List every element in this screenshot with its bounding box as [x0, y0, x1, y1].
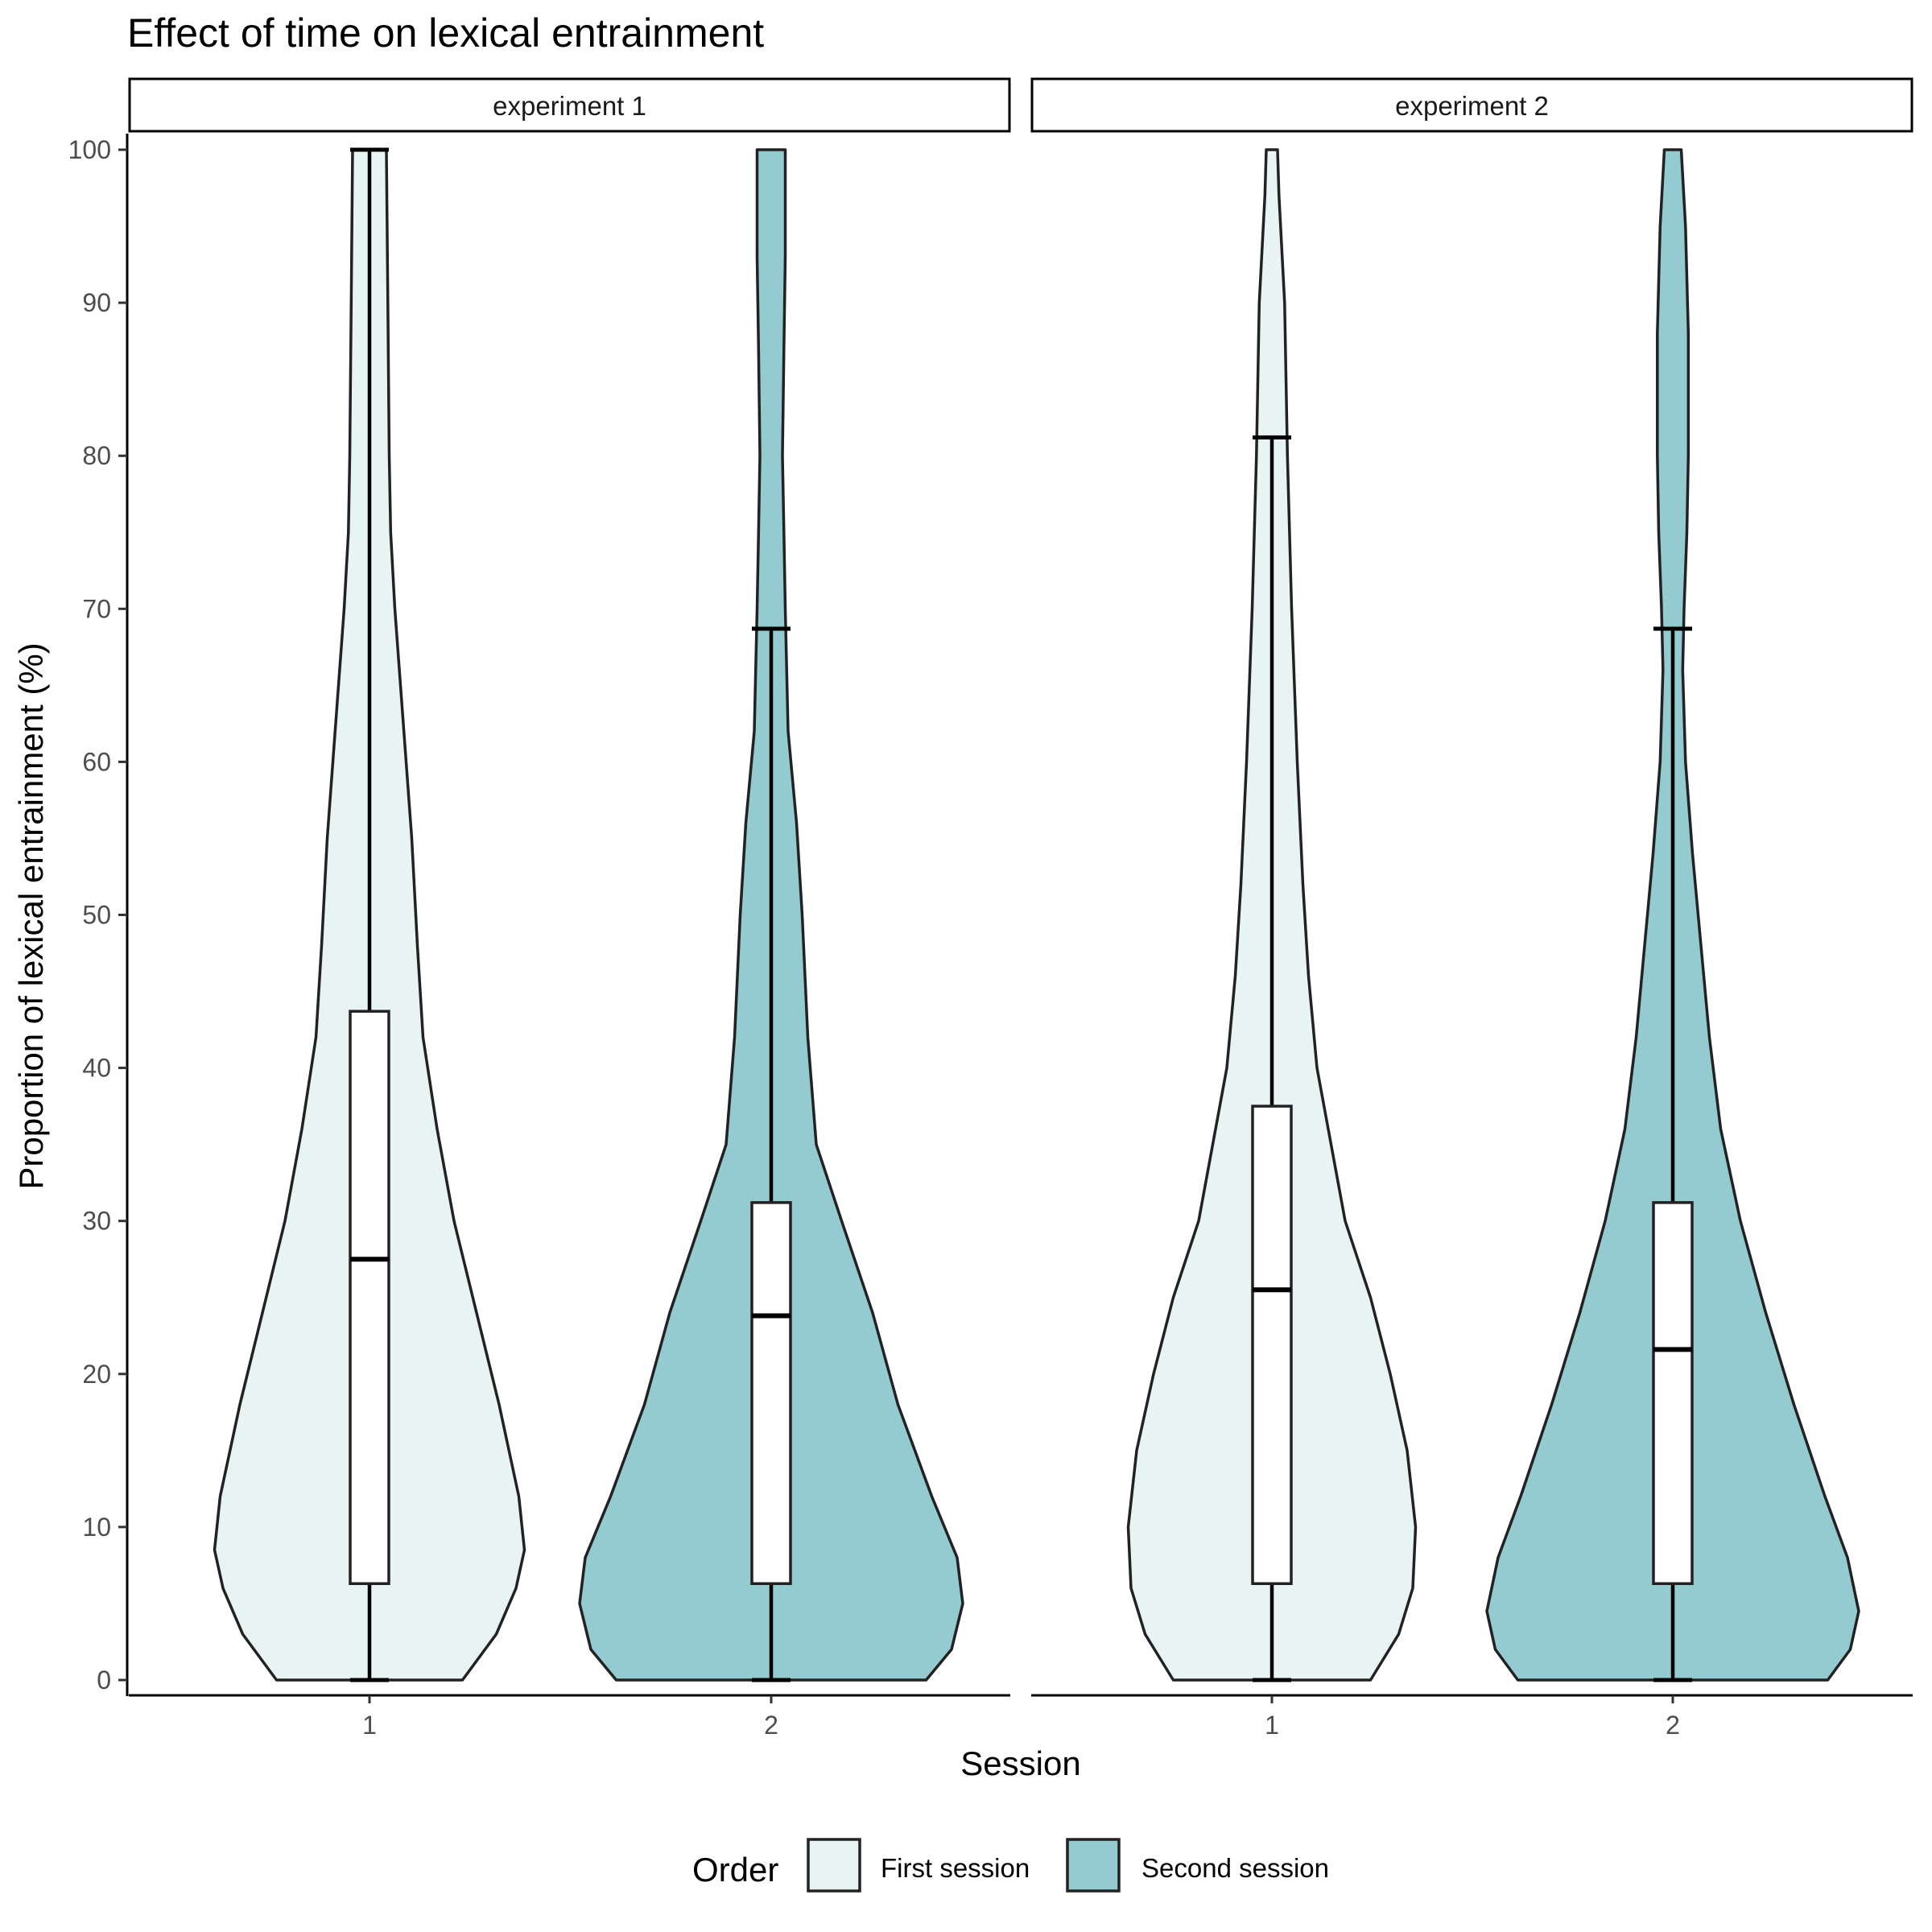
y-axis-title: Proportion of lexical entrainment (%)	[12, 642, 50, 1189]
y-tick-label: 70	[82, 594, 111, 623]
panel-1: experiment 1 1 2	[128, 77, 1011, 1740]
panels-layer: experiment 1 1 2 experiment 2 1 2	[128, 77, 1913, 1740]
violin-group	[213, 147, 526, 1682]
y-tick-label: 10	[82, 1513, 111, 1542]
x-tick-label: 1	[362, 1711, 377, 1740]
x-tick-label: 1	[1265, 1711, 1279, 1740]
y-tick-label: 80	[82, 441, 111, 470]
legend: Order First session Second session	[692, 1838, 1329, 1893]
y-tick-label: 0	[97, 1666, 111, 1695]
y-tick-label: 60	[82, 747, 111, 776]
box-iqr	[1251, 1104, 1293, 1585]
y-tick-label: 30	[82, 1207, 111, 1236]
box-iqr	[1652, 1201, 1694, 1585]
y-tick-label: 40	[82, 1054, 111, 1083]
chart-title: Effect of time on lexical entrainment	[127, 10, 764, 56]
legend-key	[807, 1838, 861, 1893]
y-tick-label: 90	[82, 288, 111, 317]
violin-group	[1126, 148, 1418, 1682]
violin-group	[1485, 148, 1860, 1682]
panel-2: experiment 2 1 2	[1030, 77, 1913, 1740]
x-tick-label: 2	[764, 1711, 778, 1740]
x-tick-label: 2	[1666, 1711, 1680, 1740]
facet-strip	[128, 77, 1011, 133]
legend-entry: Second session	[1066, 1838, 1329, 1893]
box-iqr	[349, 1009, 390, 1585]
facet-strip-label: experiment 1	[493, 91, 646, 121]
y-tick-label: 100	[68, 135, 111, 164]
legend-label: First session	[881, 1853, 1030, 1883]
box-iqr	[750, 1201, 792, 1585]
y-axis: 0 10 20 30 40 50 60 70 80 90 100	[68, 134, 129, 1696]
legend-label: Second session	[1141, 1853, 1329, 1883]
legend-title: Order	[692, 1851, 778, 1889]
legend-key	[1066, 1838, 1121, 1893]
facet-strip	[1030, 77, 1913, 133]
y-tick-label: 20	[82, 1360, 111, 1389]
y-tick-label: 50	[82, 901, 111, 930]
legend-entry: First session	[807, 1838, 1030, 1893]
x-axis-title: Session	[960, 1744, 1080, 1782]
violin-group	[578, 148, 964, 1682]
facet-strip-label: experiment 2	[1395, 91, 1549, 121]
